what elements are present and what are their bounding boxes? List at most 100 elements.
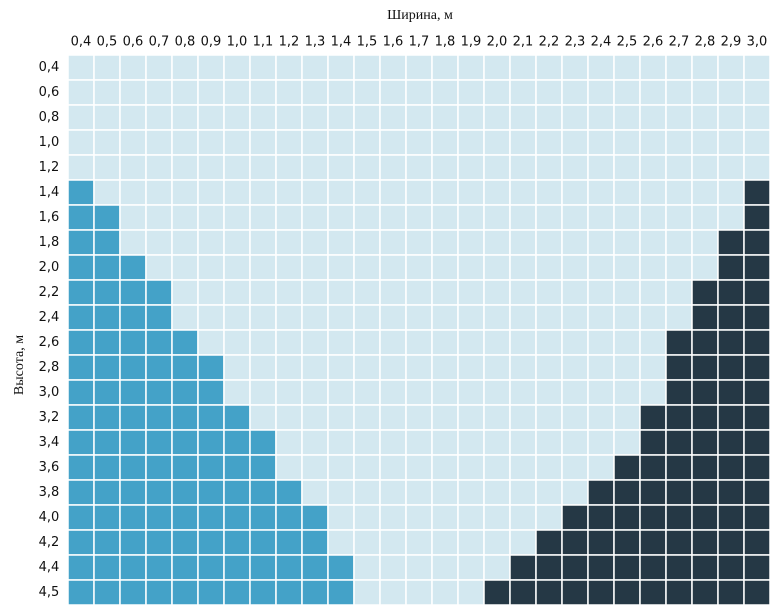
column-label: 2,5 — [617, 35, 638, 50]
cell — [379, 129, 407, 156]
cell — [665, 154, 693, 181]
cell — [431, 179, 459, 206]
cell — [717, 279, 745, 306]
cell — [639, 279, 667, 306]
cell — [171, 304, 199, 331]
cell — [197, 229, 225, 256]
cell — [665, 254, 693, 281]
cell — [587, 279, 615, 306]
cell — [197, 254, 225, 281]
cell — [249, 279, 277, 306]
cell — [145, 204, 173, 231]
cell — [301, 354, 329, 381]
cell — [457, 404, 485, 431]
cell — [379, 429, 407, 456]
cell — [171, 479, 199, 506]
cell — [145, 354, 173, 381]
cell — [353, 479, 381, 506]
cell — [535, 579, 563, 606]
cell — [561, 104, 589, 131]
cell — [145, 504, 173, 531]
cell — [587, 354, 615, 381]
cell — [275, 229, 303, 256]
cell — [561, 279, 589, 306]
cell — [587, 179, 615, 206]
cell — [561, 229, 589, 256]
cell — [197, 204, 225, 231]
cell — [561, 154, 589, 181]
cell — [145, 104, 173, 131]
column-label: 0,5 — [97, 35, 118, 50]
cell — [665, 429, 693, 456]
cell — [483, 479, 511, 506]
cell — [743, 279, 771, 306]
cell — [535, 104, 563, 131]
cell — [171, 379, 199, 406]
cell — [561, 254, 589, 281]
cell — [197, 304, 225, 331]
column-label: 0,4 — [71, 35, 92, 50]
cell — [587, 79, 615, 106]
column-label: 2,2 — [539, 35, 560, 50]
cell — [405, 354, 433, 381]
column-label: 2,8 — [695, 35, 716, 50]
cell — [717, 54, 745, 81]
cell — [431, 554, 459, 581]
cell — [353, 104, 381, 131]
cell — [457, 304, 485, 331]
cell — [119, 179, 147, 206]
cell — [93, 179, 121, 206]
cell — [197, 479, 225, 506]
cell — [145, 279, 173, 306]
cell — [431, 379, 459, 406]
cell — [561, 454, 589, 481]
cell — [171, 529, 199, 556]
cell — [431, 279, 459, 306]
cell — [119, 429, 147, 456]
cell — [67, 429, 95, 456]
cell — [613, 254, 641, 281]
row-label: 3,8 — [39, 485, 60, 500]
cell — [405, 429, 433, 456]
cell — [379, 254, 407, 281]
cell — [301, 479, 329, 506]
cell — [119, 204, 147, 231]
cell — [587, 104, 615, 131]
cell — [197, 504, 225, 531]
cell — [327, 254, 355, 281]
cell — [405, 379, 433, 406]
cell — [509, 204, 537, 231]
cell — [93, 554, 121, 581]
cell — [691, 479, 719, 506]
cell — [483, 104, 511, 131]
cell — [743, 404, 771, 431]
cell — [639, 454, 667, 481]
cell — [457, 154, 485, 181]
cell — [457, 129, 485, 156]
cell — [327, 329, 355, 356]
cell — [249, 104, 277, 131]
cell — [119, 354, 147, 381]
cell — [145, 54, 173, 81]
cell — [717, 229, 745, 256]
cell — [717, 479, 745, 506]
cell — [197, 54, 225, 81]
cell — [327, 479, 355, 506]
cell — [639, 504, 667, 531]
column-label: 1,2 — [279, 35, 300, 50]
column-label: 3,0 — [747, 35, 768, 50]
cell — [405, 229, 433, 256]
cell — [93, 379, 121, 406]
cell — [379, 304, 407, 331]
cell — [405, 79, 433, 106]
cell — [249, 404, 277, 431]
cell — [67, 554, 95, 581]
cell — [171, 579, 199, 606]
cell — [327, 79, 355, 106]
cell — [509, 154, 537, 181]
row-label: 1,0 — [39, 135, 60, 150]
cell — [639, 579, 667, 606]
cell — [639, 104, 667, 131]
cell — [535, 204, 563, 231]
cell — [613, 504, 641, 531]
